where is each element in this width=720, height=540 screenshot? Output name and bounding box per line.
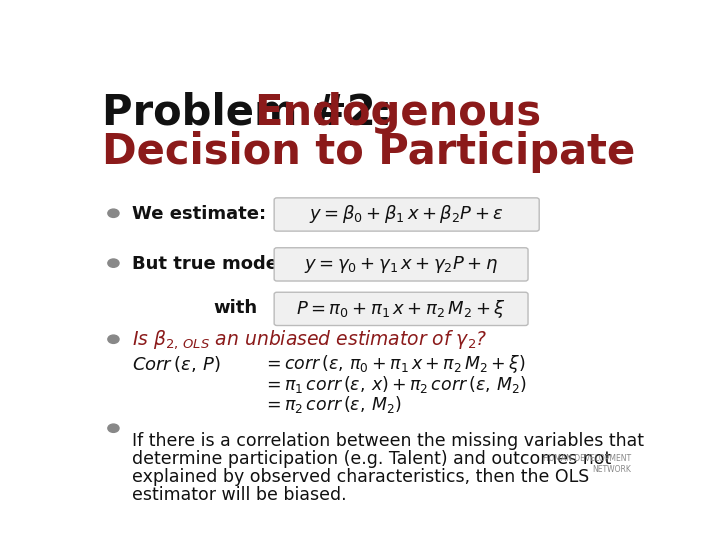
Circle shape xyxy=(108,335,119,343)
Text: $= \pi_1\,corr\,(\varepsilon,\,x) + \pi_2\,corr\,(\varepsilon,\,M_2)$: $= \pi_1\,corr\,(\varepsilon,\,x) + \pi_… xyxy=(263,374,526,395)
Text: determine participation (e.g. Talent) and outcomes not: determine participation (e.g. Talent) an… xyxy=(132,450,611,468)
Text: estimator will be biased.: estimator will be biased. xyxy=(132,487,346,504)
Text: $= corr\,(\varepsilon,\,\pi_0 + \pi_1\,x + \pi_2\,M_2 + \xi)$: $= corr\,(\varepsilon,\,\pi_0 + \pi_1\,x… xyxy=(263,353,526,375)
Text: $y = \gamma_0 + \gamma_1\,x + \gamma_2 P + \eta$: $y = \gamma_0 + \gamma_1\,x + \gamma_2 P… xyxy=(304,254,498,275)
Text: $y = \beta_0 + \beta_1\,x + \beta_2 P + \varepsilon$: $y = \beta_0 + \beta_1\,x + \beta_2 P + … xyxy=(309,204,504,226)
Circle shape xyxy=(108,209,119,218)
Text: If there is a correlation between the missing variables that: If there is a correlation between the mi… xyxy=(132,431,644,449)
Text: with: with xyxy=(213,299,258,317)
Text: Endogenous: Endogenous xyxy=(255,92,541,134)
Circle shape xyxy=(108,424,119,433)
Circle shape xyxy=(108,259,119,267)
Text: $Corr\,(\varepsilon,\,P)$: $Corr\,(\varepsilon,\,P)$ xyxy=(132,354,220,374)
Text: Decision to Participate: Decision to Participate xyxy=(102,131,636,173)
FancyBboxPatch shape xyxy=(274,198,539,231)
FancyBboxPatch shape xyxy=(274,292,528,326)
Text: explained by observed characteristics, then the OLS: explained by observed characteristics, t… xyxy=(132,468,589,486)
Text: HUMAN DEVELOPMENT
NETWORK: HUMAN DEVELOPMENT NETWORK xyxy=(543,454,631,474)
FancyBboxPatch shape xyxy=(274,248,528,281)
Text: But true model is:: But true model is: xyxy=(132,255,314,273)
Text: $P = \pi_0 + \pi_1\,x + \pi_2\,M_2 + \xi$: $P = \pi_0 + \pi_1\,x + \pi_2\,M_2 + \xi… xyxy=(296,298,506,320)
Text: Is $\beta_{2,\,OLS}$ an unbiased estimator of $\gamma_2$?: Is $\beta_{2,\,OLS}$ an unbiased estimat… xyxy=(132,328,487,350)
Text: $= \pi_2\,corr\,(\varepsilon,\,M_2)$: $= \pi_2\,corr\,(\varepsilon,\,M_2)$ xyxy=(263,394,402,415)
Text: We estimate:: We estimate: xyxy=(132,206,266,224)
Text: Problem #2:: Problem #2: xyxy=(102,92,407,134)
